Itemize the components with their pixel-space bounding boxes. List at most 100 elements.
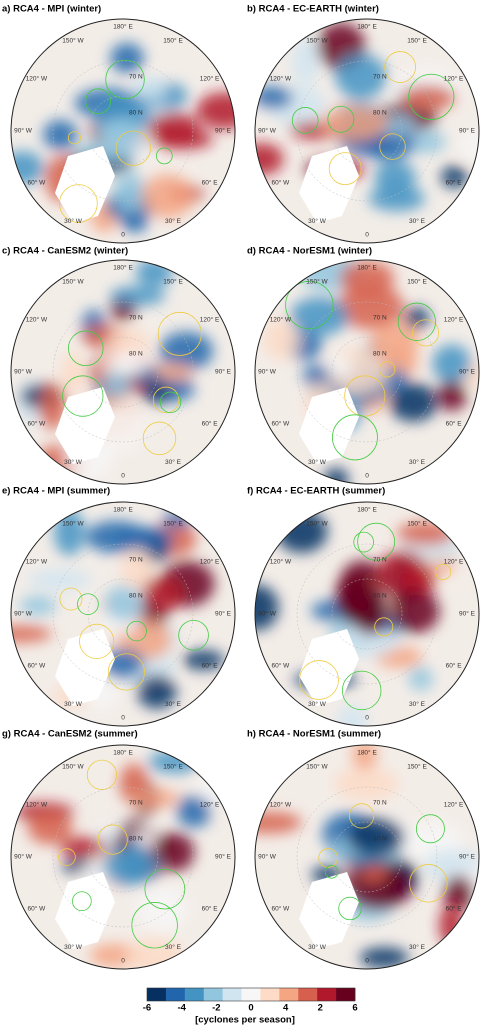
anomaly-blob: [361, 865, 389, 883]
contour: [105, 59, 145, 100]
longitude-label: 120° E: [200, 558, 220, 566]
colorbar-tick-label: -6: [143, 1003, 151, 1014]
anomaly-blob: [121, 547, 154, 591]
contour: [353, 531, 374, 553]
longitude-label: 180° E: [357, 264, 377, 272]
latitude-label: 80 N: [373, 351, 387, 358]
longitude-label: 30° E: [409, 217, 426, 225]
latitude-label: 80 N: [129, 593, 143, 600]
longitude-label: 0: [121, 232, 125, 239]
contour: [384, 51, 417, 83]
longitude-label: 120° W: [26, 75, 48, 83]
longitude-label: 60° E: [202, 662, 219, 670]
longitude-label: 30° E: [165, 217, 182, 225]
anomaly-blob: [255, 584, 279, 631]
anomaly-blob: [11, 625, 52, 643]
latitude-label: 80 N: [373, 836, 387, 843]
longitude-label: 0: [365, 473, 369, 480]
contour: [152, 386, 180, 414]
anomaly-field: [255, 745, 479, 969]
anomaly-blob: [406, 130, 446, 154]
longitude-label: 150° W: [306, 37, 328, 45]
longitude-label: 120° W: [270, 558, 292, 566]
latitude-circle: [52, 543, 194, 685]
longitude-label: 90° W: [258, 853, 277, 861]
longitude-label: 0: [365, 715, 369, 722]
longitude-label: 120° E: [444, 316, 464, 324]
colorbar-swatch: [336, 988, 356, 1001]
anomaly-blob: [114, 171, 146, 213]
colorbar-swatch: [317, 988, 337, 1001]
longitude-label: 30° W: [308, 458, 327, 466]
latitude-circle: [331, 578, 403, 650]
contour: [159, 391, 182, 414]
contour: [59, 587, 83, 611]
greenland-mask: [299, 387, 359, 464]
map-border: [254, 744, 480, 970]
contour: [412, 319, 440, 347]
contour: [328, 152, 362, 186]
anomaly-blob: [196, 92, 235, 129]
polar-map: 180° E 150° E 120° E 90° E 60° E 30° E 0 30° W 6…: [254, 501, 480, 727]
colorbar-tick-label: 6: [352, 1003, 357, 1014]
longitude-label: 180° E: [113, 506, 133, 514]
map-field: [255, 260, 479, 484]
latitude-circle: [52, 786, 194, 928]
longitude-label: 0: [121, 958, 125, 965]
contour: [344, 375, 386, 417]
contour: [291, 107, 319, 134]
anomaly-blob: [152, 128, 214, 150]
map-border: [10, 259, 236, 485]
contour: [59, 184, 98, 223]
anomaly-blob: [369, 323, 420, 364]
colorbar-tick-label: 2: [318, 1003, 323, 1014]
contour: [409, 864, 448, 903]
longitude-label: 90° W: [14, 610, 33, 618]
contour: [318, 848, 338, 868]
latitude-label: 70 N: [129, 800, 143, 807]
longitude-label: 180° E: [113, 749, 133, 757]
colorbar-frame: [146, 987, 356, 1002]
longitude-label: 150° E: [163, 520, 183, 528]
polar-map: 180° E 150° E 120° E 90° E 60° E 30° E 0 30° W 6…: [10, 501, 236, 727]
anomaly-blob: [255, 811, 302, 834]
longitude-label: 150° W: [306, 520, 328, 528]
latitude-circle: [296, 301, 438, 443]
colorbar-swatch: [260, 988, 280, 1001]
longitude-label: 150° E: [407, 278, 427, 286]
longitude-label: 90° W: [258, 368, 277, 376]
longitude-label: 150° E: [163, 763, 183, 771]
greenland-mask: [299, 629, 359, 706]
anomaly-field: [263, 260, 479, 484]
anomaly-blob: [388, 383, 438, 422]
polar-map: 180° E 150° E 120° E 90° E 60° E 30° E 0 30° W 6…: [254, 18, 480, 244]
anomaly-blob: [105, 585, 142, 622]
polar-map: 180° E 150° E 120° E 90° E 60° E 30° E 0 30° W 6…: [254, 259, 480, 485]
anomaly-blob: [255, 143, 284, 175]
latitude-circle: [87, 578, 159, 650]
anomaly-blob: [368, 185, 425, 212]
longitude-label: 60° E: [202, 420, 219, 428]
longitude-label: 90° E: [459, 127, 476, 135]
contour: [79, 623, 115, 659]
anomaly-blob: [176, 795, 212, 828]
longitude-label: 180° E: [357, 749, 377, 757]
colorbar-swatch: [165, 988, 186, 1001]
anomaly-blob: [289, 296, 349, 336]
contour: [142, 421, 177, 456]
latitude-label: 70 N: [373, 557, 387, 564]
contour: [62, 375, 104, 417]
contour: [324, 865, 339, 879]
longitude-label: 90° E: [215, 610, 232, 618]
anomaly-blob: [141, 382, 172, 404]
latitude-label: 70 N: [373, 800, 387, 807]
latitude-circle: [87, 336, 159, 408]
contour: [115, 130, 151, 166]
contour: [157, 311, 202, 356]
colorbar-tick-label: -2: [212, 1003, 220, 1014]
map-field: [255, 19, 479, 243]
contour: [397, 302, 436, 341]
longitude-label: 150° W: [62, 278, 84, 286]
colorbar-label: [cyclones per season]: [195, 1015, 295, 1025]
map-border: [10, 18, 236, 244]
